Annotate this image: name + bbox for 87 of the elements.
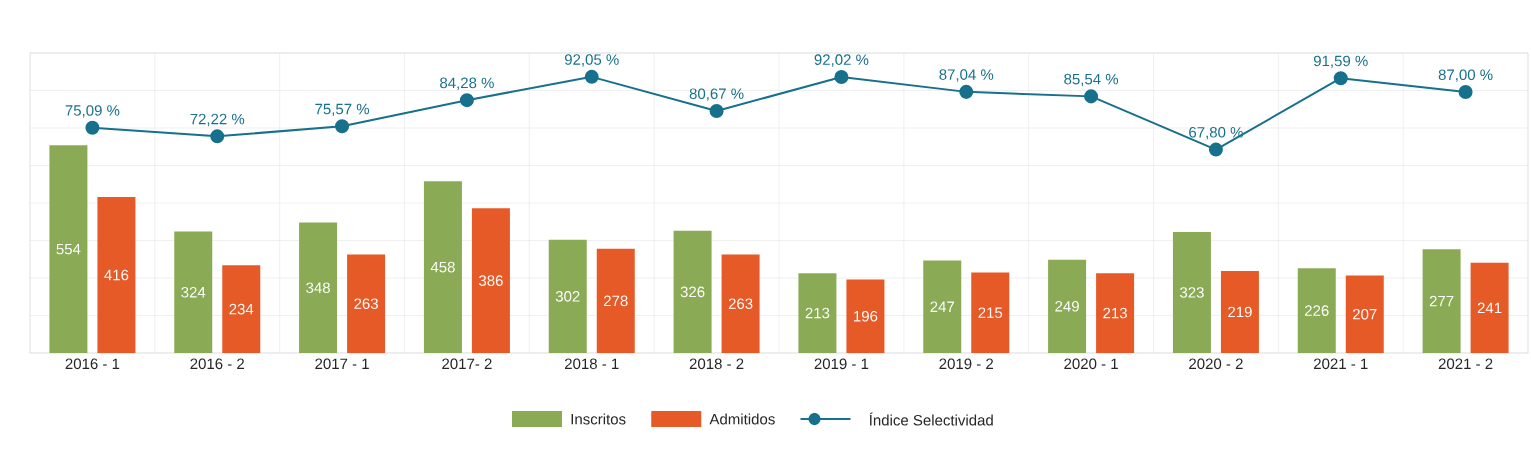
data-label: 247	[930, 301, 955, 312]
bar	[299, 222, 338, 353]
bar	[1220, 270, 1259, 353]
bar	[721, 254, 760, 353]
data-label: 386	[478, 275, 503, 286]
x-tick-label: 2019 - 2	[939, 358, 994, 370]
point	[709, 103, 724, 118]
bar	[1297, 268, 1336, 353]
data-label: 263	[728, 298, 753, 309]
data-label: 196	[854, 310, 878, 322]
bar	[1096, 273, 1135, 353]
data-label: 226	[1304, 305, 1329, 316]
data-label: 277	[1429, 295, 1454, 307]
data-label: 85,54 %	[1064, 73, 1119, 87]
data-label: 241	[1477, 302, 1502, 314]
bar	[347, 254, 386, 353]
point	[959, 84, 974, 99]
bar	[1422, 249, 1461, 353]
data-label: 91,59 %	[1313, 55, 1368, 69]
data-label: 326	[680, 286, 705, 298]
x-tick-label: 2017- 2	[442, 358, 492, 370]
data-label: 80,67 %	[689, 88, 744, 101]
bar	[174, 231, 213, 353]
point	[85, 120, 100, 135]
x-tick-label: 2021 - 1	[1313, 358, 1368, 370]
bar	[971, 272, 1010, 353]
bar	[596, 248, 635, 353]
bar	[798, 273, 837, 353]
point	[1208, 142, 1223, 157]
point	[459, 93, 474, 108]
data-label: 348	[306, 282, 330, 294]
legend-label: Índice Selectividad	[869, 412, 993, 426]
bar	[423, 181, 462, 353]
x-tick-label: 2017 - 1	[315, 358, 369, 370]
point	[584, 69, 599, 84]
data-label: 67,80 %	[1189, 127, 1243, 140]
data-label: 213	[805, 307, 830, 319]
data-label: 215	[978, 307, 1003, 318]
data-label: 72,22 %	[190, 113, 245, 127]
point	[210, 129, 225, 144]
data-label: 234	[229, 303, 254, 315]
x-tick-label: 2019 - 1	[814, 358, 869, 370]
bar	[1345, 275, 1384, 353]
data-label: 249	[1055, 301, 1079, 312]
x-tick-label: 2020 - 1	[1064, 358, 1118, 370]
data-label: 87,04 %	[939, 69, 994, 82]
data-label: 554	[56, 243, 81, 255]
x-tick-label: 2016 - 1	[65, 358, 120, 370]
bar	[923, 260, 962, 353]
data-label: 207	[1352, 308, 1377, 320]
data-label: 219	[1228, 306, 1252, 318]
point	[1333, 71, 1348, 86]
bar	[548, 239, 587, 353]
bar	[97, 197, 136, 353]
data-label: 213	[1103, 307, 1127, 319]
data-label: 416	[104, 269, 129, 281]
data-label: 92,02 %	[814, 54, 869, 67]
data-label: 278	[603, 295, 628, 307]
bar	[673, 230, 712, 353]
legend-label: Inscritos	[571, 413, 626, 425]
bar	[1470, 262, 1509, 353]
data-label: 458	[430, 261, 455, 273]
point	[834, 69, 849, 84]
bar	[1172, 231, 1211, 353]
bar	[49, 145, 88, 353]
bar	[471, 208, 510, 353]
bar	[846, 279, 885, 353]
legend-label: Admitidos	[709, 413, 775, 425]
data-label: 87,00 %	[1438, 69, 1493, 82]
x-tick-label: 2018 - 1	[564, 358, 619, 370]
data-label: 324	[181, 286, 206, 298]
data-label: 75,09 %	[65, 105, 120, 118]
bar	[1048, 259, 1087, 353]
data-label: 263	[354, 298, 378, 309]
point	[1458, 84, 1473, 99]
data-label: 323	[1179, 287, 1204, 298]
point	[335, 119, 350, 134]
bar	[222, 265, 261, 353]
data-label: 302	[555, 291, 580, 302]
x-tick-label: 2021 - 2	[1438, 358, 1493, 370]
data-label: 75,57 %	[315, 103, 370, 117]
data-label: 92,05 %	[564, 54, 619, 67]
data-label: 84,28 %	[440, 77, 494, 90]
x-tick-label: 2018 - 2	[689, 358, 744, 370]
point	[1084, 89, 1099, 104]
x-tick-label: 2020 - 2	[1189, 358, 1243, 370]
x-tick-label: 2016 - 2	[190, 358, 244, 370]
